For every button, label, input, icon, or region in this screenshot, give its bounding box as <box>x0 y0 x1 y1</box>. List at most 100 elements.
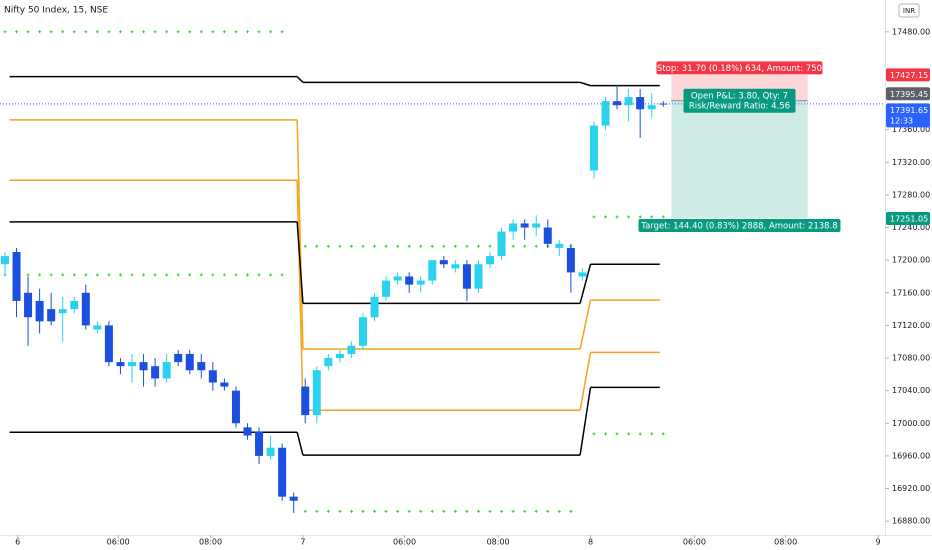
pivot-dot <box>661 215 665 219</box>
pivot-dot <box>523 509 527 513</box>
pivot-dot <box>245 273 249 277</box>
target-price-badge <box>886 212 930 226</box>
y-tick-label: 16880.00 <box>892 517 930 526</box>
pivot-dot <box>419 509 423 513</box>
pivot-connector <box>296 221 304 304</box>
x-tick-label: 08:00 <box>487 538 510 547</box>
pivot-dot <box>49 273 53 277</box>
x-tick-label: 06:00 <box>107 538 130 547</box>
pivot-dot <box>604 432 608 436</box>
target-price: 17251.05 <box>890 215 928 224</box>
pivot-connector <box>296 119 304 350</box>
pivot-dot <box>627 432 631 436</box>
candle-body <box>382 280 391 297</box>
y-tick-label: 17280.00 <box>892 190 930 199</box>
pivot-dot <box>615 215 619 219</box>
pivot-dot <box>199 273 203 277</box>
pivot-dot <box>257 273 261 277</box>
candle-body <box>636 97 645 110</box>
candle-body <box>439 260 448 265</box>
pivot-dot <box>661 432 665 436</box>
pivot-dot <box>142 30 146 34</box>
pivot-dot <box>95 30 99 34</box>
pivot-dot <box>442 244 446 248</box>
pivot-dot <box>38 273 42 277</box>
y-tick-label: 17360.00 <box>892 125 930 134</box>
pivot-dot <box>465 244 469 248</box>
pivot-dot <box>476 244 480 248</box>
pivot-dot <box>326 244 330 248</box>
pnl-box <box>683 88 796 113</box>
candle-body <box>601 101 610 126</box>
candle-body <box>624 97 633 106</box>
candle-body <box>139 362 148 371</box>
pivot-dot <box>315 244 319 248</box>
pivot-dot <box>84 30 88 34</box>
y-tick-label: 16960.00 <box>892 451 930 460</box>
stop-price-badge <box>886 68 930 82</box>
pivot-dot <box>245 30 249 34</box>
candle-body <box>393 276 402 281</box>
candle-body <box>589 125 598 171</box>
x-tick-label: 9 <box>876 538 881 547</box>
y-tick-label: 17000.00 <box>892 419 930 428</box>
target-label-box <box>638 219 841 233</box>
pivot-dot <box>61 273 65 277</box>
y-tick-label: 17200.00 <box>892 256 930 265</box>
pivot-dot <box>315 509 319 513</box>
pivot-dot <box>384 244 388 248</box>
pivot-dot <box>280 30 284 34</box>
pivot-dot <box>384 509 388 513</box>
x-tick-label: 8 <box>588 538 593 547</box>
candle-body <box>416 280 425 285</box>
candle-body <box>347 345 356 354</box>
pivot-dot <box>453 509 457 513</box>
pivot-dot <box>338 509 342 513</box>
pivot-connector <box>579 352 592 411</box>
pivot-dot <box>604 215 608 219</box>
x-tick-label: 06:00 <box>683 538 706 547</box>
pivot-connector <box>296 180 304 411</box>
x-tick-label: 7 <box>300 538 305 547</box>
candle-body <box>486 256 495 265</box>
candle-body <box>81 292 90 326</box>
pivot-dot <box>72 273 76 277</box>
pivot-dot <box>349 244 353 248</box>
pivot-dot <box>373 244 377 248</box>
x-tick-label: 06:00 <box>393 538 416 547</box>
pivot-dot <box>569 509 573 513</box>
pivot-dot <box>650 215 654 219</box>
chart-title: Nifty 50 Index, 15, NSE <box>4 6 108 16</box>
pivot-connector <box>579 299 592 350</box>
candle-body <box>509 223 518 232</box>
pivot-dot <box>638 432 642 436</box>
pivot-dot <box>26 273 30 277</box>
pivot-dot <box>557 509 561 513</box>
rr-label: Risk/Reward Ratio: 4.56 <box>689 101 790 111</box>
y-tick-label: 17040.00 <box>892 386 930 395</box>
currency-box[interactable] <box>898 3 920 18</box>
candle-body <box>578 272 587 277</box>
pivot-dot <box>349 509 353 513</box>
y-tick-label: 17240.00 <box>892 223 930 232</box>
pivot-dot <box>534 244 538 248</box>
pivot-dot <box>72 30 76 34</box>
last-price: 17391.65 <box>890 106 928 115</box>
stop-price: 17427.15 <box>890 71 928 80</box>
pivot-dot <box>165 30 169 34</box>
pivot-dot <box>453 244 457 248</box>
candle-body <box>566 247 575 273</box>
pivot-dot <box>303 509 307 513</box>
pivot-connector <box>579 387 592 456</box>
pivot-dot <box>442 509 446 513</box>
candle-body <box>116 362 125 367</box>
pivot-connector <box>296 76 304 83</box>
pivot-dot <box>592 215 596 219</box>
pnl-label: Open P&L: 3.80, Qty: 7 <box>691 91 788 101</box>
pivot-dot <box>523 244 527 248</box>
candle-body <box>162 362 171 379</box>
candle-body <box>405 276 414 285</box>
candle-body <box>647 105 656 110</box>
pivot-dot <box>211 273 215 277</box>
